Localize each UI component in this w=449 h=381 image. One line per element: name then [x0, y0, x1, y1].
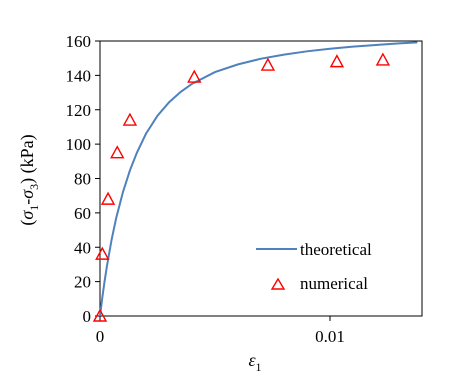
numerical-point: [260, 57, 276, 71]
theoretical-series: [99, 41, 418, 317]
y-tick-label: 20: [74, 273, 91, 292]
numerical-point: [110, 145, 125, 159]
legend-triangle-swatch: [270, 277, 286, 290]
y-tick-label: 60: [74, 204, 91, 223]
y-axis-label: (σ1-σ3) (kPa): [17, 134, 41, 225]
numerical-point: [92, 308, 108, 322]
y-tick-label: 100: [66, 135, 92, 154]
legend-label-theoretical: theoretical: [300, 240, 372, 259]
x-axis-label: ε1: [248, 350, 261, 374]
numerical-point: [95, 246, 110, 260]
numerical-point: [329, 54, 345, 68]
y-tick-label: 80: [74, 170, 91, 189]
y-ticks: 0 20 40 60 80 100 120 140 160: [66, 32, 100, 326]
numerical-point: [122, 112, 138, 126]
y-tick-label: 120: [66, 101, 92, 120]
numerical-point: [187, 69, 202, 83]
y-tick-label: 40: [74, 238, 91, 257]
legend-label-numerical: numerical: [300, 274, 368, 293]
y-tick-label: 160: [66, 32, 92, 51]
x-tick-label: 0.01: [315, 327, 345, 346]
plot-frame: [99, 40, 423, 317]
numerical-series: [92, 52, 391, 322]
x-ticks: 0 0.01: [96, 316, 345, 346]
legend: theoretical numerical: [256, 240, 372, 293]
y-tick-label: 0: [83, 307, 92, 326]
numerical-point: [375, 52, 391, 66]
numerical-point: [100, 191, 116, 205]
y-tick-label: 140: [66, 66, 92, 85]
x-tick-label: 0: [96, 327, 105, 346]
theoretical-curve: [99, 41, 418, 317]
axes: [99, 40, 423, 317]
